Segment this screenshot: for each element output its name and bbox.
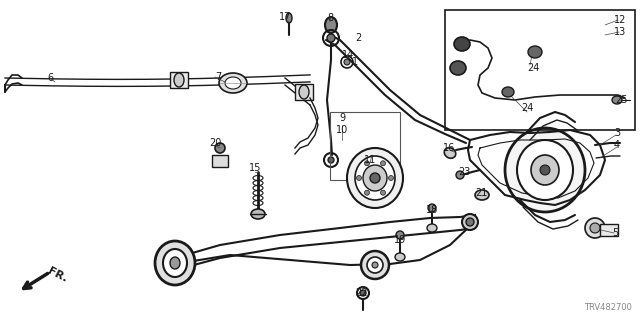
Text: 21: 21 [475,188,487,198]
Bar [445,10,635,130]
Text: 20: 20 [209,138,221,148]
Ellipse shape [381,190,385,195]
Text: 14: 14 [342,50,354,60]
Text: 18: 18 [426,205,438,215]
Ellipse shape [215,143,225,153]
Ellipse shape [344,59,350,65]
Text: 2: 2 [355,33,361,43]
Ellipse shape [325,17,337,33]
Text: 7: 7 [215,72,221,82]
Ellipse shape [372,262,378,268]
Ellipse shape [381,161,385,166]
Ellipse shape [355,156,395,200]
Text: 17: 17 [279,12,291,22]
Text: 10: 10 [336,125,348,135]
Bar [295,84,313,100]
Ellipse shape [462,214,478,230]
Ellipse shape [450,61,466,75]
Text: 22: 22 [356,288,368,298]
Bar [170,72,188,88]
Ellipse shape [251,209,265,219]
Text: 24: 24 [521,103,533,113]
Text: TRV482700: TRV482700 [584,303,632,312]
Ellipse shape [428,204,436,212]
Ellipse shape [299,85,309,99]
Ellipse shape [517,140,573,200]
Text: 24: 24 [527,63,539,73]
Ellipse shape [347,148,403,208]
Ellipse shape [361,251,389,279]
Bar [600,224,618,236]
Ellipse shape [365,190,369,195]
Ellipse shape [367,257,383,273]
Ellipse shape [427,224,437,232]
Text: 23: 23 [458,167,470,177]
Text: FR.: FR. [46,266,69,284]
Ellipse shape [612,96,622,104]
Ellipse shape [327,34,335,42]
Ellipse shape [395,253,405,261]
Text: 19: 19 [394,235,406,245]
Ellipse shape [360,290,366,296]
Ellipse shape [502,87,514,97]
Text: 11: 11 [364,155,376,165]
Ellipse shape [155,241,195,285]
Text: 8: 8 [327,13,333,23]
Text: 3: 3 [614,128,620,138]
Ellipse shape [328,157,334,163]
Bar [330,112,400,180]
Text: 15: 15 [249,163,261,173]
Ellipse shape [456,171,464,179]
Text: 25: 25 [615,95,627,105]
Bar [212,155,228,167]
Ellipse shape [531,155,559,185]
Ellipse shape [219,73,247,93]
Ellipse shape [454,37,470,51]
Ellipse shape [466,218,474,226]
Text: 9: 9 [339,113,345,123]
Text: 16: 16 [443,143,455,153]
Ellipse shape [590,223,600,233]
Ellipse shape [540,165,550,175]
Text: 6: 6 [47,73,53,83]
Ellipse shape [163,249,187,277]
Ellipse shape [363,165,387,191]
Ellipse shape [170,257,180,269]
Ellipse shape [396,231,404,239]
Text: 4: 4 [614,140,620,150]
Ellipse shape [370,173,380,183]
Ellipse shape [505,128,585,212]
Ellipse shape [388,175,394,180]
Ellipse shape [365,161,369,166]
Ellipse shape [225,77,241,89]
Ellipse shape [356,175,362,180]
Text: 1: 1 [352,57,358,67]
Ellipse shape [585,218,605,238]
Text: 5: 5 [612,228,618,238]
Ellipse shape [444,148,456,158]
Ellipse shape [528,46,542,58]
Ellipse shape [174,73,184,87]
Ellipse shape [286,13,292,23]
Text: 12: 12 [614,15,626,25]
Ellipse shape [475,190,489,200]
Text: 13: 13 [614,27,626,37]
